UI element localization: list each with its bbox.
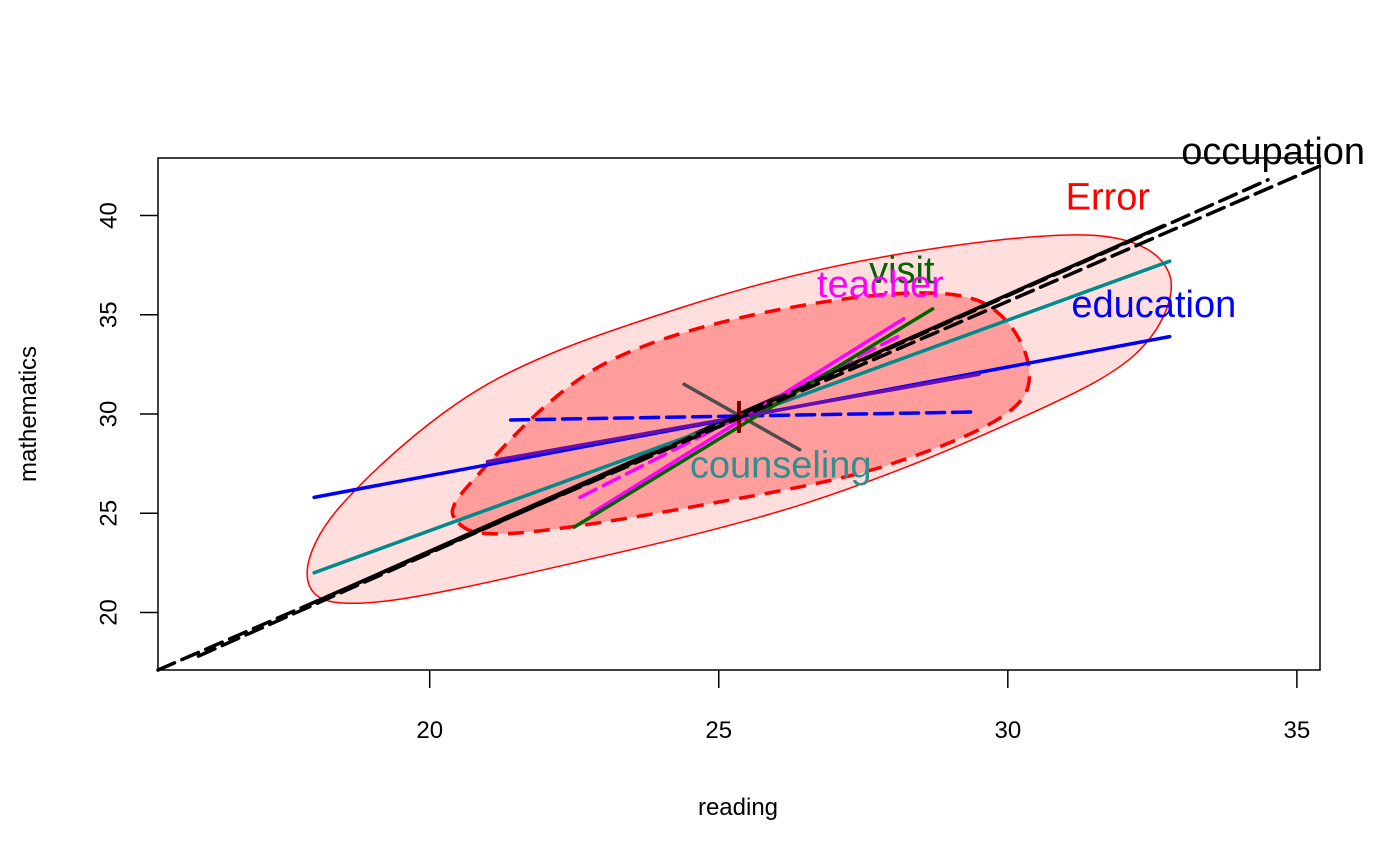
occupation-line	[156, 164, 1322, 672]
y-axis: 20 25 30 35 40	[95, 202, 158, 626]
occupation-line	[196, 178, 1270, 658]
y-tick-label: 35	[95, 301, 122, 328]
y-tick-label: 25	[95, 500, 122, 527]
x-tick-label: 35	[1284, 717, 1311, 744]
visit-line	[572, 307, 935, 529]
label-teacher: teacher	[817, 264, 944, 306]
x-tick-label: 25	[705, 717, 732, 744]
x-tick-label: 30	[994, 717, 1021, 744]
y-axis-title: mathematics	[15, 346, 42, 482]
label-counseling: counseling	[690, 445, 872, 487]
education-line	[508, 410, 975, 422]
overflow-layer	[156, 164, 1322, 672]
y-tick-label: 20	[95, 599, 122, 626]
y-tick-label: 30	[95, 401, 122, 428]
x-axis-title: reading	[698, 794, 778, 821]
label-error: Error	[1066, 177, 1151, 219]
label-visit: visit	[869, 250, 935, 292]
x-axis: 20 25 30 35	[416, 670, 1310, 744]
label-education: education	[1071, 284, 1236, 326]
x-tick-label: 20	[416, 717, 443, 744]
label-occupation: occupation	[1181, 131, 1365, 173]
y-tick-label: 40	[95, 202, 122, 229]
